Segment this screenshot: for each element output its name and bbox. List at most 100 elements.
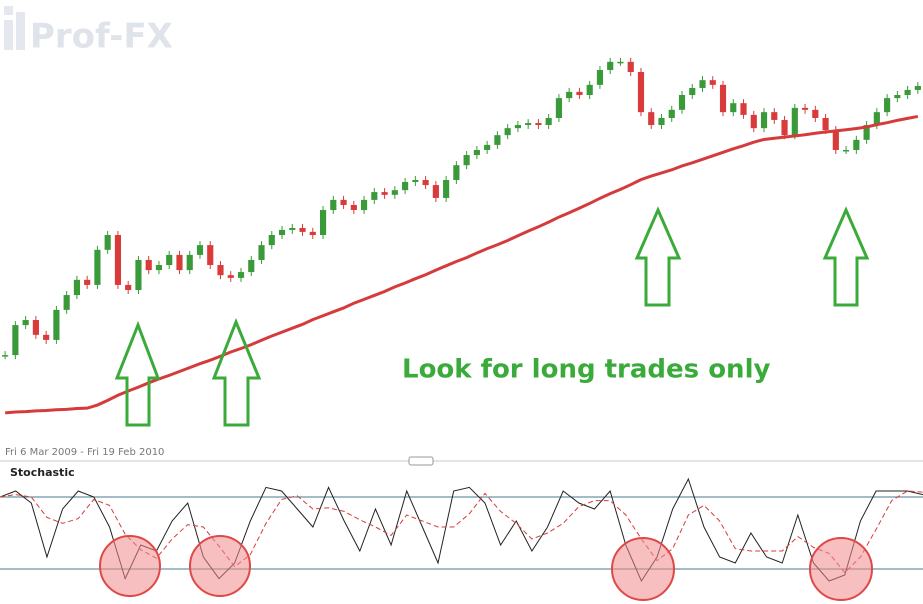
candle-body xyxy=(740,103,747,115)
candle-body xyxy=(299,227,306,232)
candle-body xyxy=(494,135,501,145)
candle-body xyxy=(719,84,727,113)
candle-body xyxy=(22,320,29,326)
candle-body xyxy=(114,235,122,285)
candle-body xyxy=(402,181,409,191)
candle-body xyxy=(884,98,891,113)
candle-body xyxy=(227,275,234,278)
candle-body xyxy=(904,89,911,95)
candle-body xyxy=(350,204,357,211)
candle-body xyxy=(125,284,132,290)
candle-body xyxy=(586,84,593,95)
candle-body xyxy=(176,254,183,271)
candle-body xyxy=(750,114,757,129)
candle-body xyxy=(914,86,921,90)
candle-body xyxy=(207,245,214,266)
candle-body xyxy=(84,279,91,285)
candle-body xyxy=(432,185,439,198)
candle-body xyxy=(709,80,716,85)
candle-body xyxy=(412,180,419,182)
up-arrow xyxy=(114,320,161,427)
candle-body xyxy=(555,98,563,118)
candle-body xyxy=(760,112,768,129)
candle-body xyxy=(453,165,460,181)
candle-body xyxy=(596,70,604,85)
candle-body xyxy=(648,112,655,126)
candle-body xyxy=(873,112,880,126)
candle-body xyxy=(781,119,788,136)
highlight-circle xyxy=(189,535,251,597)
candle-body xyxy=(340,199,347,205)
candle-body xyxy=(689,87,696,95)
signal-arrows xyxy=(114,206,870,427)
moving-average-line xyxy=(5,114,919,415)
candle-body xyxy=(43,334,50,340)
watermark: Prof-FX xyxy=(4,6,173,57)
candle-body xyxy=(32,320,39,335)
candle-body xyxy=(771,112,778,120)
candle-body xyxy=(217,265,224,276)
candle-body xyxy=(853,139,860,150)
candle-body xyxy=(196,245,204,255)
candle-body xyxy=(463,155,470,166)
candle-body xyxy=(843,149,850,152)
candle-body xyxy=(678,94,686,110)
candle-body xyxy=(135,259,142,290)
candle-body xyxy=(391,190,398,195)
candle-body xyxy=(63,295,70,310)
candle-body xyxy=(278,229,286,235)
date-range: Fri 6 Mar 2009 - Fri 19 Feb 2010 xyxy=(5,447,164,458)
candle-body xyxy=(730,103,737,113)
candle-body xyxy=(658,118,665,126)
candle-body xyxy=(53,309,60,340)
candle-body xyxy=(894,94,901,99)
candle-body xyxy=(309,231,316,235)
candle-body xyxy=(566,91,573,99)
candle-body xyxy=(422,180,429,186)
candle-body xyxy=(699,80,706,88)
candle-body xyxy=(381,192,388,195)
highlight-circle xyxy=(611,537,675,601)
candle-body xyxy=(12,325,19,356)
up-arrow xyxy=(211,317,262,427)
candle-body xyxy=(443,180,450,198)
candle-body xyxy=(668,109,675,118)
candle-body xyxy=(104,235,111,250)
candle-body xyxy=(166,254,173,266)
candle-body xyxy=(514,125,521,129)
logo-square xyxy=(4,20,13,50)
candle-body xyxy=(73,279,80,296)
candle-body xyxy=(576,91,583,95)
candle-body xyxy=(607,61,614,71)
candle-body xyxy=(371,192,378,200)
candle-body xyxy=(155,265,163,271)
indicator-title: Stochastic xyxy=(10,466,75,479)
candle-body xyxy=(525,123,532,126)
logo-square xyxy=(16,12,25,50)
annotation: Look for long trades only xyxy=(402,355,770,385)
candle-body xyxy=(504,128,511,136)
candle-body xyxy=(535,123,542,126)
candle-body xyxy=(360,199,368,211)
resize-handle[interactable] xyxy=(408,456,434,466)
candle-body xyxy=(832,130,839,150)
candle-body xyxy=(145,259,152,271)
highlight-circle xyxy=(99,535,161,597)
candle-body xyxy=(617,61,624,64)
candle-body xyxy=(801,107,809,110)
candle-body xyxy=(863,125,870,140)
candle-body xyxy=(812,109,819,118)
up-arrow xyxy=(822,206,870,307)
price-panel xyxy=(2,57,921,415)
candle-body xyxy=(186,254,193,271)
up-arrow xyxy=(634,206,682,307)
candle-body xyxy=(484,144,491,150)
highlight-circle xyxy=(809,537,873,601)
candle-body xyxy=(289,227,296,230)
candle-body xyxy=(822,118,829,131)
logo-square xyxy=(4,6,13,15)
watermark-text: Prof-FX xyxy=(30,17,173,57)
candle-body xyxy=(258,245,265,260)
candle-body xyxy=(319,210,327,235)
